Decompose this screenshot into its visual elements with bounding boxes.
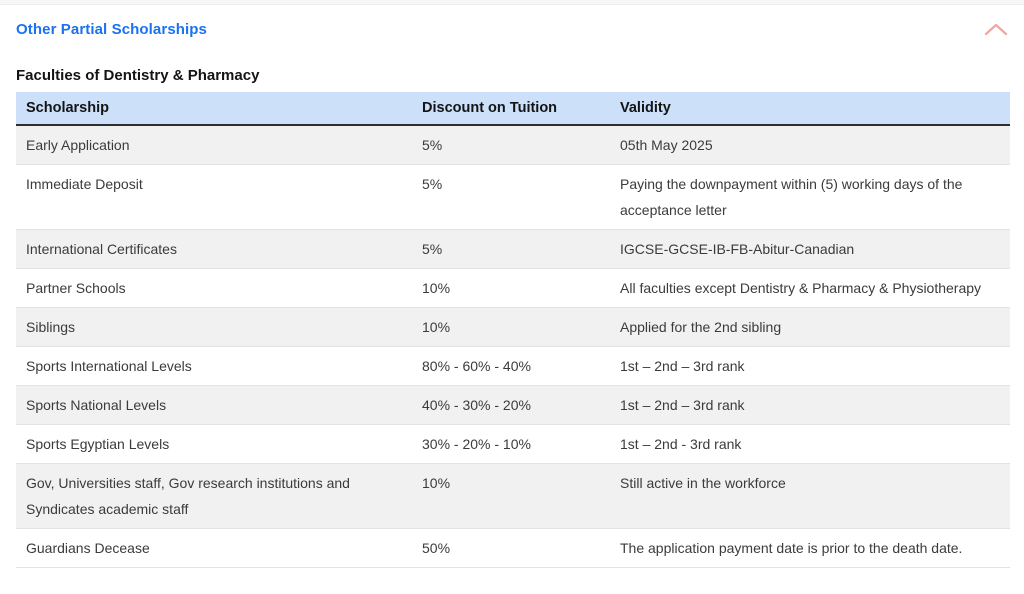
cell-discount: 10%: [412, 463, 610, 529]
table-row: Sports National Levels 40% - 30% - 20% 1…: [16, 385, 1010, 425]
cell-discount: 5%: [412, 229, 610, 269]
scholarships-table: Scholarship Discount on Tuition Validity…: [16, 92, 1010, 568]
cell-discount: 80% - 60% - 40%: [412, 346, 610, 386]
cell-discount: 5%: [412, 125, 610, 165]
top-divider-band: [0, 0, 1024, 5]
cell-scholarship: Immediate Deposit: [16, 164, 412, 230]
table-row: International Certificates 5% IGCSE-GCSE…: [16, 229, 1010, 269]
cell-discount: 10%: [412, 307, 610, 347]
cell-validity: Still active in the workforce: [610, 463, 1010, 529]
table-row: Immediate Deposit 5% Paying the downpaym…: [16, 164, 1010, 230]
cell-validity: Paying the downpayment within (5) workin…: [610, 164, 1010, 230]
column-header-scholarship: Scholarship: [16, 92, 412, 126]
cell-discount: 40% - 30% - 20%: [412, 385, 610, 425]
cell-scholarship: Sports International Levels: [16, 346, 412, 386]
cell-discount: 50%: [412, 528, 610, 568]
cell-discount: 5%: [412, 164, 610, 230]
cell-validity: IGCSE-GCSE-IB-FB-Abitur-Canadian: [610, 229, 1010, 269]
table-header-row: Scholarship Discount on Tuition Validity: [16, 92, 1010, 126]
column-header-discount: Discount on Tuition: [412, 92, 610, 126]
table-row: Siblings 10% Applied for the 2nd sibling: [16, 307, 1010, 347]
cell-validity: Applied for the 2nd sibling: [610, 307, 1010, 347]
cell-scholarship: Partner Schools: [16, 268, 412, 308]
section-title: Other Partial Scholarships: [16, 20, 207, 38]
cell-validity: 1st – 2nd – 3rd rank: [610, 346, 1010, 386]
cell-scholarship: Early Application: [16, 125, 412, 165]
table-row: Sports Egyptian Levels 30% - 20% - 10% 1…: [16, 424, 1010, 464]
column-header-validity: Validity: [610, 92, 1010, 126]
cell-validity: 1st – 2nd - 3rd rank: [610, 424, 1010, 464]
chevron-up-icon: [984, 23, 1008, 39]
cell-validity: 05th May 2025: [610, 125, 1010, 165]
page-content: Other Partial Scholarships Faculties of …: [0, 20, 1024, 568]
cell-scholarship: International Certificates: [16, 229, 412, 269]
cell-discount: 30% - 20% - 10%: [412, 424, 610, 464]
cell-discount: 10%: [412, 268, 610, 308]
cell-validity: 1st – 2nd – 3rd rank: [610, 385, 1010, 425]
cell-scholarship: Sports National Levels: [16, 385, 412, 425]
table-row: Early Application 5% 05th May 2025: [16, 125, 1010, 165]
cell-scholarship: Siblings: [16, 307, 412, 347]
accordion-section-header: Other Partial Scholarships: [16, 20, 1010, 38]
cell-scholarship: Gov, Universities staff, Gov research in…: [16, 463, 412, 529]
cell-scholarship: Guardians Decease: [16, 528, 412, 568]
cell-validity: All faculties except Dentistry & Pharmac…: [610, 268, 1010, 308]
cell-scholarship: Sports Egyptian Levels: [16, 424, 412, 464]
table-row: Sports International Levels 80% - 60% - …: [16, 346, 1010, 386]
table-row: Guardians Decease 50% The application pa…: [16, 528, 1010, 568]
cell-validity: The application payment date is prior to…: [610, 528, 1010, 568]
table-row: Partner Schools 10% All faculties except…: [16, 268, 1010, 308]
table-subtitle: Faculties of Dentistry & Pharmacy: [16, 67, 260, 84]
table-row: Gov, Universities staff, Gov research in…: [16, 463, 1010, 529]
collapse-section-button[interactable]: [982, 20, 1010, 38]
